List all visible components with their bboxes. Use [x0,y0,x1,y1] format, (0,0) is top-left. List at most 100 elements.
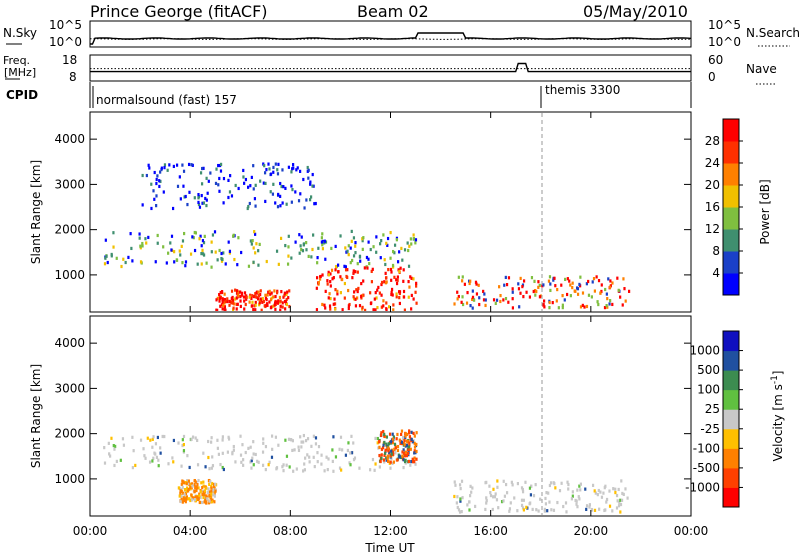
heatmap-cell [619,510,622,514]
heatmap-cell [267,162,270,166]
time-tick-label: 00:00 [674,524,709,538]
heatmap-cell [369,468,372,472]
heatmap-cell [251,294,254,298]
heatmap-cell [145,173,148,178]
colorbar-swatch [723,207,739,230]
heatmap-cell [603,508,606,513]
heatmap-cell [319,274,322,279]
heatmap-cell [223,298,227,302]
heatmap-cell [285,302,288,307]
freq-nave-panel: Freq. [MHz] 18 8 60 0 Nave [3,53,777,85]
heatmap-cell [241,443,244,447]
heatmap-cell [316,256,319,260]
heatmap-cell [553,482,556,486]
heatmap-cell [182,449,186,453]
heatmap-cell [386,454,389,458]
heatmap-cell [362,279,365,283]
y-tick-label: 4000 [54,132,85,146]
heatmap-cell [282,295,285,299]
heatmap-cell [347,288,350,293]
heatmap-cell [156,241,159,245]
heatmap-cell [368,261,371,266]
heatmap-cell [274,201,277,205]
heatmap-cell [252,187,255,191]
heatmap-cell [209,497,213,502]
heatmap-cell [131,259,134,263]
heatmap-cell [152,456,155,460]
heatmap-cell [373,468,376,472]
heatmap-cell [358,255,362,259]
colorbar-tick-label: 100 [697,383,720,397]
heatmap-cell [178,175,181,179]
heatmap-cell [300,235,303,239]
heatmap-cell [244,450,247,455]
heatmap-cell [505,282,509,287]
heatmap-cell [287,234,290,238]
heatmap-cell [321,247,325,251]
colorbar-swatch [723,163,739,186]
heatmap-cell [575,499,578,503]
heatmap-cell [587,293,591,297]
heatmap-cell [202,201,206,205]
freq-tick-bottom: 8 [69,70,77,84]
heatmap-cell [344,265,347,269]
heatmap-cell [230,194,234,198]
heatmap-cell [259,289,262,293]
heatmap-cell [407,447,411,452]
heatmap-cell [415,301,418,305]
heatmap-cell [588,503,591,507]
heatmap-cell [227,240,230,244]
heatmap-cell [491,507,494,512]
heatmap-cell [232,444,235,449]
heatmap-cell [355,288,358,292]
heatmap-cell [184,260,188,264]
heatmap-cell [180,244,183,248]
heatmap-cell [305,248,308,252]
heatmap-cell [204,196,207,201]
colorbar-tick-label: -500 [693,461,720,475]
heatmap-cell [215,167,218,171]
heatmap-cell [210,489,213,493]
heatmap-cell [150,182,153,186]
heatmap-cell [344,246,347,250]
heatmap-cell [485,501,488,505]
heatmap-cell [455,501,458,505]
heatmap-cell [389,256,392,260]
heatmap-cell [608,285,612,289]
heatmap-cell [182,481,185,485]
heatmap-cell [264,444,268,449]
heatmap-cell [334,265,338,269]
heatmap-cell [209,171,212,175]
heatmap-cell [203,493,206,497]
heatmap-cell [298,233,301,237]
heatmap-cell [262,441,265,445]
heatmap-cell [489,493,493,498]
heatmap-cell [196,495,199,499]
heatmap-cell [277,162,280,166]
heatmap-cell [207,439,210,444]
heatmap-cell [205,203,208,208]
heatmap-cell [197,202,201,207]
heatmap-cell [531,507,534,512]
heatmap-cell [593,289,596,293]
heatmap-cell [328,304,332,308]
heatmap-cell [615,506,619,510]
heatmap-cell [194,231,198,235]
heatmap-cell [303,462,306,466]
heatmap-cell [288,465,291,469]
heatmap-cell [415,284,418,288]
heatmap-cell [392,460,395,464]
heatmap-cell [320,240,323,244]
heatmap-cell [329,296,332,301]
y-tick-label: 3000 [54,177,85,191]
heatmap-cell [150,206,153,211]
heatmap-cell [326,282,329,286]
heatmap-cell [257,290,260,294]
heatmap-cell [216,446,219,450]
heatmap-cell [281,168,284,172]
heatmap-cell [396,448,400,453]
heatmap-cell [493,495,497,499]
heatmap-cell [530,484,533,488]
heatmap-cell [376,436,379,441]
heatmap-cell [316,460,319,464]
